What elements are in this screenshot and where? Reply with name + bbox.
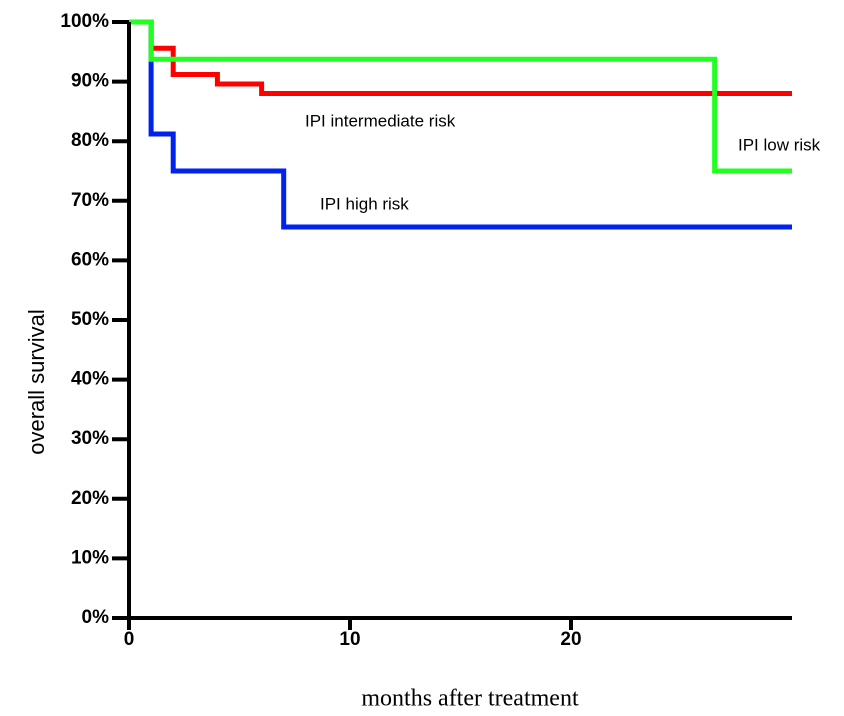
survival-line xyxy=(129,19,792,230)
x-tick-label: 20 xyxy=(560,629,581,650)
series-label: IPI low risk xyxy=(738,135,821,154)
y-tick-label: 90% xyxy=(71,71,109,92)
x-tick-label: 10 xyxy=(339,629,360,650)
y-tick-label: 20% xyxy=(71,488,109,509)
y-tick-label: 100% xyxy=(60,11,109,32)
x-axis-label: months after treatment xyxy=(361,686,579,712)
y-tick-label: 70% xyxy=(71,190,109,211)
x-tick-label: 0 xyxy=(124,629,135,650)
y-tick-label: 80% xyxy=(71,130,109,151)
y-tick-label: 0% xyxy=(82,607,110,628)
survival-line xyxy=(129,19,792,174)
series-label: IPI high risk xyxy=(320,194,409,213)
y-tick-label: 30% xyxy=(71,428,109,449)
y-axis-label: overall survival xyxy=(24,309,49,455)
y-tick-label: 50% xyxy=(71,309,109,330)
series-label: IPI intermediate risk xyxy=(305,111,456,130)
y-tick-label: 60% xyxy=(71,249,109,270)
axes xyxy=(127,22,792,620)
y-tick-label: 10% xyxy=(71,547,109,568)
y-tick-label: 40% xyxy=(71,369,109,390)
